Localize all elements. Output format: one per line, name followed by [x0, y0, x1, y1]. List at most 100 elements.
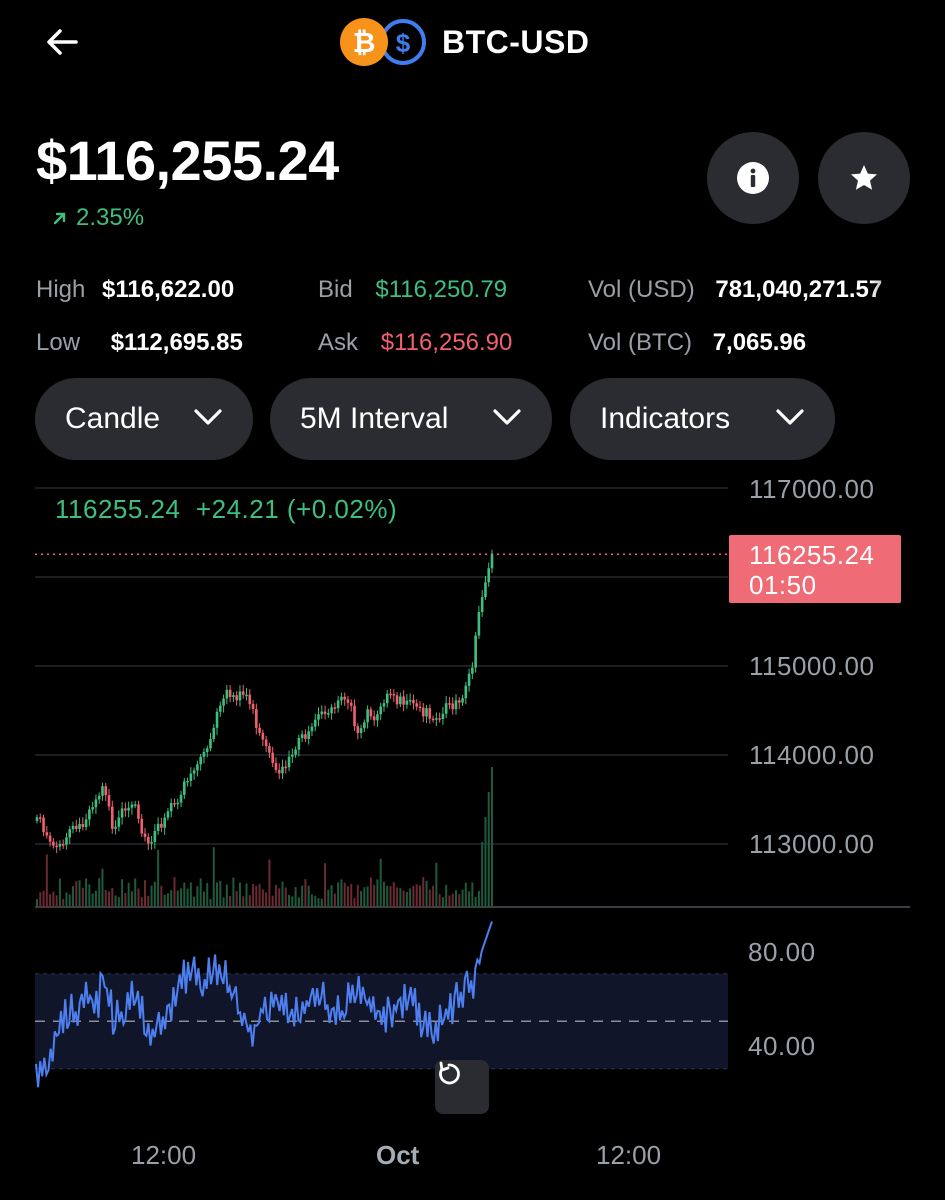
volume-bar: [121, 879, 124, 907]
indicators-dropdown[interactable]: Indicators: [570, 378, 835, 460]
volume-bar: [356, 884, 359, 907]
volume-bar: [324, 863, 327, 907]
volume-bar: [314, 895, 317, 907]
candle-body: [451, 703, 455, 710]
candle-body: [114, 826, 117, 829]
ask-label: Ask: [318, 329, 359, 356]
volume-bar: [369, 877, 372, 907]
volume-bar: [170, 890, 173, 907]
y-tick: 113000.00: [749, 829, 875, 859]
price-chart[interactable]: 116255.24 +24.21 (+0.02%) 117000.00 1150…: [0, 470, 945, 1200]
volume-bar: [55, 895, 58, 907]
candle-body: [480, 597, 484, 613]
volume-bar: [481, 842, 484, 907]
candle-body: [356, 726, 360, 734]
volume-bar: [147, 895, 150, 907]
volume-bar: [379, 858, 382, 907]
candle-body: [209, 738, 212, 749]
volume-bar: [248, 895, 251, 907]
candle-body: [268, 746, 271, 753]
candle-body: [160, 823, 163, 828]
volume-bar: [85, 878, 88, 907]
candle-body: [241, 691, 245, 695]
volume-bar: [376, 879, 379, 907]
candle-body: [163, 817, 166, 828]
candle-body: [428, 708, 432, 719]
back-button[interactable]: [40, 20, 84, 64]
candle-body: [127, 807, 130, 811]
candle-body: [421, 707, 425, 717]
volume-bar: [340, 879, 343, 907]
stat-vol-btc: Vol (BTC) 7,065.96: [588, 329, 806, 357]
high-value: $116,622.00: [102, 276, 235, 303]
candle-body: [255, 709, 258, 728]
candle-body: [389, 693, 392, 696]
high-label: High: [36, 276, 86, 303]
candle-body: [84, 819, 88, 827]
chart-type-dropdown[interactable]: Candle: [35, 378, 253, 460]
candle-body: [300, 734, 304, 738]
volume-bar: [477, 890, 480, 907]
candle-body: [189, 773, 193, 781]
volume-bar: [281, 881, 284, 907]
candle-body: [412, 699, 415, 704]
favorite-button[interactable]: [818, 132, 910, 224]
candle-body: [238, 691, 242, 701]
candle-body: [137, 804, 140, 819]
candle-body: [327, 713, 330, 715]
volume-bar: [157, 850, 160, 907]
candle-body: [333, 707, 337, 709]
candle-body: [349, 702, 353, 706]
back-arrow-icon: [47, 29, 78, 55]
candle-body: [202, 752, 206, 757]
volume-bar: [130, 891, 133, 907]
info-button[interactable]: [707, 132, 799, 224]
candle-body: [140, 818, 144, 834]
volume-bar: [396, 887, 399, 907]
volume-bar: [432, 885, 435, 907]
price-change: 2.35%: [52, 204, 144, 232]
stat-bid: Bid $116,250.79: [318, 276, 507, 304]
volume-bar: [386, 885, 389, 907]
volume-bar: [382, 881, 385, 907]
refresh-icon: [439, 1061, 460, 1085]
vol-usd-value: 781,040,271.57: [715, 276, 883, 303]
candle-body: [418, 706, 422, 709]
candle-body: [307, 731, 310, 739]
chevron-down-icon: [493, 409, 521, 425]
candle-body: [48, 835, 52, 842]
volume-bar: [271, 895, 274, 907]
svg-text:₿: ₿: [353, 27, 376, 58]
candle-body: [330, 707, 333, 714]
volume-bar: [343, 882, 346, 907]
candle-body: [271, 752, 274, 764]
bitcoin-icon: ₿: [340, 18, 388, 66]
candle-body: [399, 696, 402, 705]
star-icon: [851, 165, 877, 190]
candle-countdown: 01:50: [749, 570, 817, 600]
candle-body: [245, 694, 248, 697]
volume-bar: [68, 894, 71, 907]
chart-canvas[interactable]: [0, 470, 945, 1200]
x-tick: Oct: [376, 1140, 420, 1170]
candle-body: [176, 802, 180, 805]
candle-body: [340, 696, 343, 701]
volume-bar: [75, 881, 78, 907]
volume-bar: [346, 886, 349, 907]
last-price-tag: 116255.24 01:50: [729, 535, 901, 603]
candle-body: [274, 763, 278, 771]
volume-bar: [124, 893, 127, 907]
volume-bar: [451, 893, 454, 907]
candle-body: [467, 673, 471, 686]
interval-dropdown[interactable]: 5M Interval: [270, 378, 552, 460]
candle-body: [435, 718, 438, 720]
volume-bar: [222, 897, 225, 907]
volume-bar: [412, 885, 415, 907]
volume-bar: [252, 883, 255, 907]
reset-chart-button[interactable]: [435, 1060, 489, 1114]
volume-bar: [261, 889, 264, 907]
candle-body: [490, 554, 494, 569]
y-tick: 114000.00: [749, 740, 875, 770]
volume-bar: [258, 883, 261, 907]
volume-bar: [307, 885, 310, 907]
